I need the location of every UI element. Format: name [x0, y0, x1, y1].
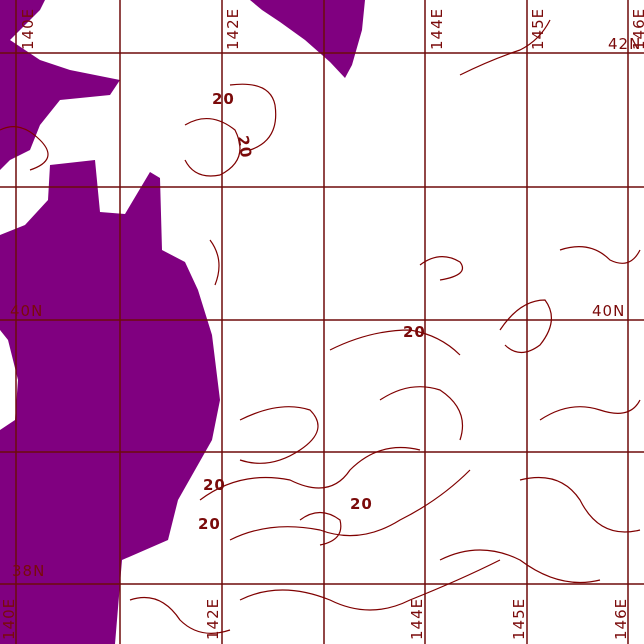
contour-label: 20 — [198, 515, 221, 533]
contour-label: 20 — [233, 134, 256, 160]
land-honshu — [0, 160, 220, 644]
lat-label-38n: 38N — [12, 562, 46, 580]
contour-label: 20 — [212, 90, 235, 108]
contour-label: 20 — [403, 323, 426, 341]
lon-label-top-146e: 146E — [630, 7, 644, 50]
lon-label-bottom-144e: 144E — [408, 597, 426, 640]
lon-label-top-140e: 140E — [19, 7, 37, 50]
lat-label-42n: 42N — [608, 35, 642, 53]
land-masses — [0, 0, 365, 644]
lat-label-40n-left: 40N — [10, 302, 44, 320]
lon-label-top-145e: 145E — [529, 7, 547, 50]
lat-label-40n-right: 40N — [592, 302, 626, 320]
lon-label-bottom-145e: 145E — [510, 597, 528, 640]
lon-label-bottom-146e: 146E — [612, 597, 630, 640]
depth-contours — [0, 19, 641, 634]
contour-label: 20 — [203, 476, 226, 494]
land-hokkaido-southwest — [0, 0, 120, 170]
contour-label: 20 — [350, 495, 373, 513]
lon-label-top-142e: 142E — [224, 7, 242, 50]
lon-label-bottom-140e: 140E — [0, 597, 18, 640]
lon-label-top-144e: 144E — [428, 7, 446, 50]
land-hokkaido-east — [250, 0, 365, 78]
lon-label-bottom-142e: 142E — [204, 597, 222, 640]
